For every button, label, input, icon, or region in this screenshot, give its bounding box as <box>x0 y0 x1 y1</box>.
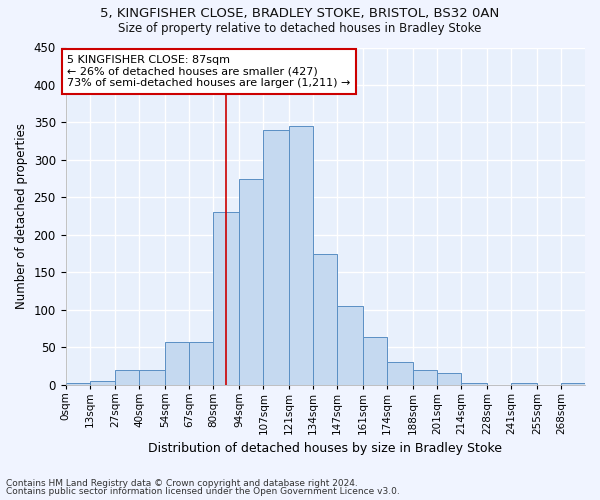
Text: 5 KINGFISHER CLOSE: 87sqm
← 26% of detached houses are smaller (427)
73% of semi: 5 KINGFISHER CLOSE: 87sqm ← 26% of detac… <box>67 55 351 88</box>
Y-axis label: Number of detached properties: Number of detached properties <box>15 123 28 309</box>
Bar <box>511 383 537 384</box>
Bar <box>289 126 313 384</box>
Text: Size of property relative to detached houses in Bradley Stoke: Size of property relative to detached ho… <box>118 22 482 35</box>
Bar <box>461 383 487 384</box>
Bar <box>89 381 115 384</box>
Bar <box>139 370 166 384</box>
Text: Contains HM Land Registry data © Crown copyright and database right 2024.: Contains HM Land Registry data © Crown c… <box>6 478 358 488</box>
Bar <box>239 178 263 384</box>
Bar <box>387 362 413 384</box>
Bar <box>413 370 437 384</box>
Bar <box>363 338 387 384</box>
Bar <box>337 306 363 384</box>
Bar <box>561 383 585 384</box>
Bar <box>437 374 461 384</box>
Bar <box>214 212 239 384</box>
X-axis label: Distribution of detached houses by size in Bradley Stoke: Distribution of detached houses by size … <box>148 442 502 455</box>
Bar <box>190 342 214 384</box>
Bar <box>65 383 89 384</box>
Bar <box>263 130 289 384</box>
Bar <box>313 254 337 384</box>
Bar <box>115 370 139 384</box>
Bar <box>166 342 190 384</box>
Text: 5, KINGFISHER CLOSE, BRADLEY STOKE, BRISTOL, BS32 0AN: 5, KINGFISHER CLOSE, BRADLEY STOKE, BRIS… <box>100 8 500 20</box>
Text: Contains public sector information licensed under the Open Government Licence v3: Contains public sector information licen… <box>6 487 400 496</box>
